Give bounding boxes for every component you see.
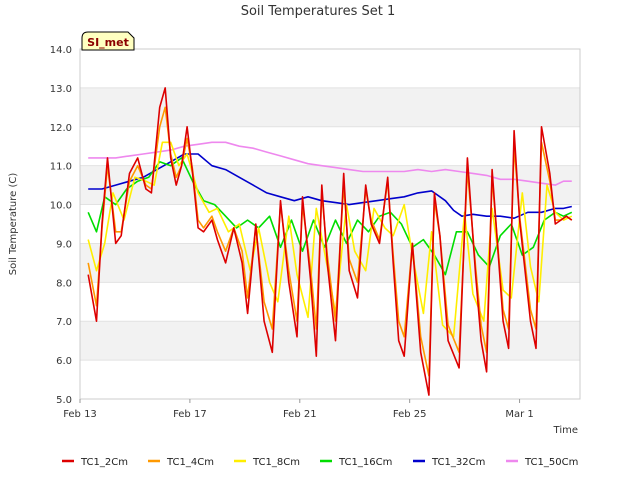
series-line-tc1-16cm [87,157,573,276]
x-tick-label: Feb 25 [393,409,427,420]
y-tick-label: 6.0 [56,356,72,367]
y-axis-label: Soil Temperature (C) [8,173,19,276]
series-line-tc1-2cm [87,87,573,396]
series-layer [87,87,573,396]
x-tick-label: Feb 21 [283,409,317,420]
legend-label: TC1_32Cm [431,457,485,468]
x-tick-label: Feb 17 [173,409,207,420]
y-tick-label: 11.0 [50,162,72,173]
grid-band [80,49,580,88]
y-tick-label: 13.0 [50,84,72,95]
grid-band [80,360,580,399]
grid-band [80,165,580,205]
x-axis-label: Time [553,425,578,436]
y-tick-label: 10.0 [50,201,72,212]
plot-frame [79,48,581,400]
legend-label: TC1_4Cm [166,457,214,468]
y-axis-ticks: 5.0 6.0 7.0 8.0 9.0 10.0 11.0 12.0 13.0 14.0 [50,45,72,406]
y-tick-label: 5.0 [56,395,72,406]
site-badge-text: SI_met [87,36,129,49]
x-axis-ticks: Feb 13 Feb 17 Feb 21 Feb 25 Mar 1 [63,399,534,420]
y-tick-label: 8.0 [56,278,72,289]
grid-band [80,321,580,361]
site-badge-shape [81,31,135,51]
legend-label: TC1_2Cm [80,457,128,468]
legend-label: TC1_16Cm [338,457,392,468]
legend-label: TC1_50Cm [524,457,578,468]
chart-title: Soil Temperatures Set 1 [241,4,396,19]
x-tick-label: Mar 1 [505,409,533,420]
site-badge: SI_met [81,31,135,51]
y-tick-label: 7.0 [56,317,72,328]
grid-band [80,126,580,166]
legend: TC1_2Cm TC1_4Cm TC1_8Cm TC1_16Cm TC1_32Cm TC1… [62,457,578,468]
y-tick-label: 12.0 [50,123,72,134]
legend-label: TC1_8Cm [252,457,300,468]
grid-band [80,87,580,127]
y-tick-label: 14.0 [50,45,72,56]
x-tick-label: Feb 13 [63,409,97,420]
grid-band [80,204,580,244]
plot-background [80,48,580,400]
y-tick-label: 9.0 [56,239,72,250]
